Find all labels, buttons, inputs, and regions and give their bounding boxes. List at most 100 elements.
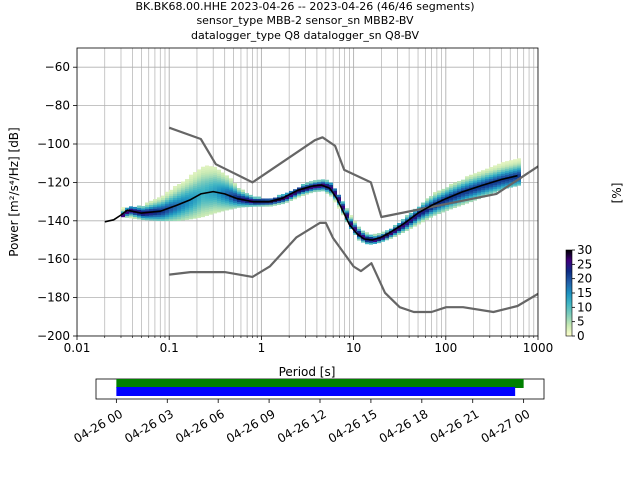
heatmap-cell [380,231,385,235]
heatmap-cell [168,216,173,220]
heatmap-cell [180,214,185,217]
heatmap-cell [188,191,193,195]
heatmap-cell [460,193,465,196]
y-tick-label: −200 [37,329,70,343]
heatmap-cell [480,179,485,183]
timeline-tick-label: 04-26 00 [71,407,125,446]
heatmap-cell [196,202,201,205]
heatmap-cell [228,182,233,185]
heatmap-cell [428,201,433,205]
heatmap-cell [332,190,337,193]
timeline-tick-label: 04-26 12 [275,407,329,446]
heatmap-cell [480,176,485,179]
heatmap-cell [348,218,353,222]
heatmap-cell [192,177,197,181]
heatmap-cell [144,210,149,213]
heatmap-cell [232,206,237,209]
heatmap-cell [512,161,517,164]
heatmap-cell [236,203,241,206]
heatmap-cell [136,209,141,212]
heatmap-cell [308,186,313,190]
heatmap-cell [192,198,197,202]
heatmap-cell [180,204,185,207]
heatmap-cell [136,205,141,208]
heatmap-cell [480,193,485,196]
heatmap-cell [512,182,517,185]
heatmap-cell [224,179,229,182]
heatmap-cell [208,202,213,206]
heatmap-cell [180,212,185,215]
heatmap-cell [256,202,261,205]
heatmap-cell [240,201,245,204]
heatmap-cell [452,186,457,189]
heatmap-cell [356,238,361,241]
heatmap-cell [376,238,381,242]
heatmap-cell [480,172,485,175]
heatmap-cell [184,194,189,197]
heatmap-cell [428,199,433,203]
heatmap-cell [508,160,513,163]
heatmap-cell [196,173,201,176]
heatmap-cell [440,206,445,209]
heatmap-cell [164,205,169,208]
heatmap-cell [196,207,201,211]
heatmap-cell [200,185,205,189]
heatmap-cell [252,196,257,199]
heatmap [120,158,521,245]
x-tick-label: 0.1 [160,341,179,355]
heatmap-cell [404,215,409,218]
y-axis-label: Power [m²/s⁴/Hz] [dB] [7,127,21,256]
heatmap-cell [124,215,129,218]
heatmap-cell [180,218,185,221]
heatmap-cell [404,222,409,226]
heatmap-cell [460,202,465,206]
heatmap-cell [172,186,177,189]
heatmap-cell [504,164,509,168]
heatmap-cell [496,165,501,169]
heatmap-cell [228,199,233,202]
heatmap-cell [336,196,341,200]
heatmap-cell [208,177,213,181]
heatmap-cell [236,205,241,208]
heatmap-cell [168,212,173,216]
heatmap-cell [508,167,513,171]
heatmap-cell [176,185,181,189]
heatmap-cell [280,197,285,201]
heatmap-cell [476,177,481,180]
heatmap-cell [164,212,169,216]
heatmap-cell [356,232,361,235]
heatmap-cell [168,201,173,204]
heatmap-cell [464,180,469,183]
heatmap-cell [172,201,177,204]
heatmap-cell [216,210,221,213]
heatmap-cell [240,203,245,206]
colorbar-tick-label: 25 [577,257,592,271]
heatmap-cell [184,188,189,192]
heatmap-cell [492,167,497,170]
heatmap-cell [148,202,153,206]
heatmap-cell [180,191,185,194]
heatmap-cell [192,212,197,215]
heatmap-cell [176,207,181,210]
heatmap-cell [216,173,221,176]
heatmap-cell [464,187,469,191]
timeline-tick-label: 04-27 00 [479,407,533,446]
heatmap-cell [260,202,265,205]
heatmap-cell [128,215,133,219]
heatmap-cell [320,179,325,182]
heatmap-cell [212,166,217,170]
heatmap-cell [204,209,209,213]
heatmap-cell [500,169,505,173]
y-tick-label: −140 [37,214,70,228]
heatmap-cell [352,220,357,224]
heatmap-cell [500,162,505,165]
heatmap-cell [184,211,189,215]
timeline-tick-label: 04-26 21 [428,407,482,446]
heatmap-cell [492,190,497,193]
heatmap-cell [184,209,189,213]
heatmap-cell [472,173,477,176]
heatmap-cell [376,233,381,236]
heatmap-cell [416,214,421,217]
heatmap-cell [220,189,225,193]
heatmap-cell [164,197,169,200]
